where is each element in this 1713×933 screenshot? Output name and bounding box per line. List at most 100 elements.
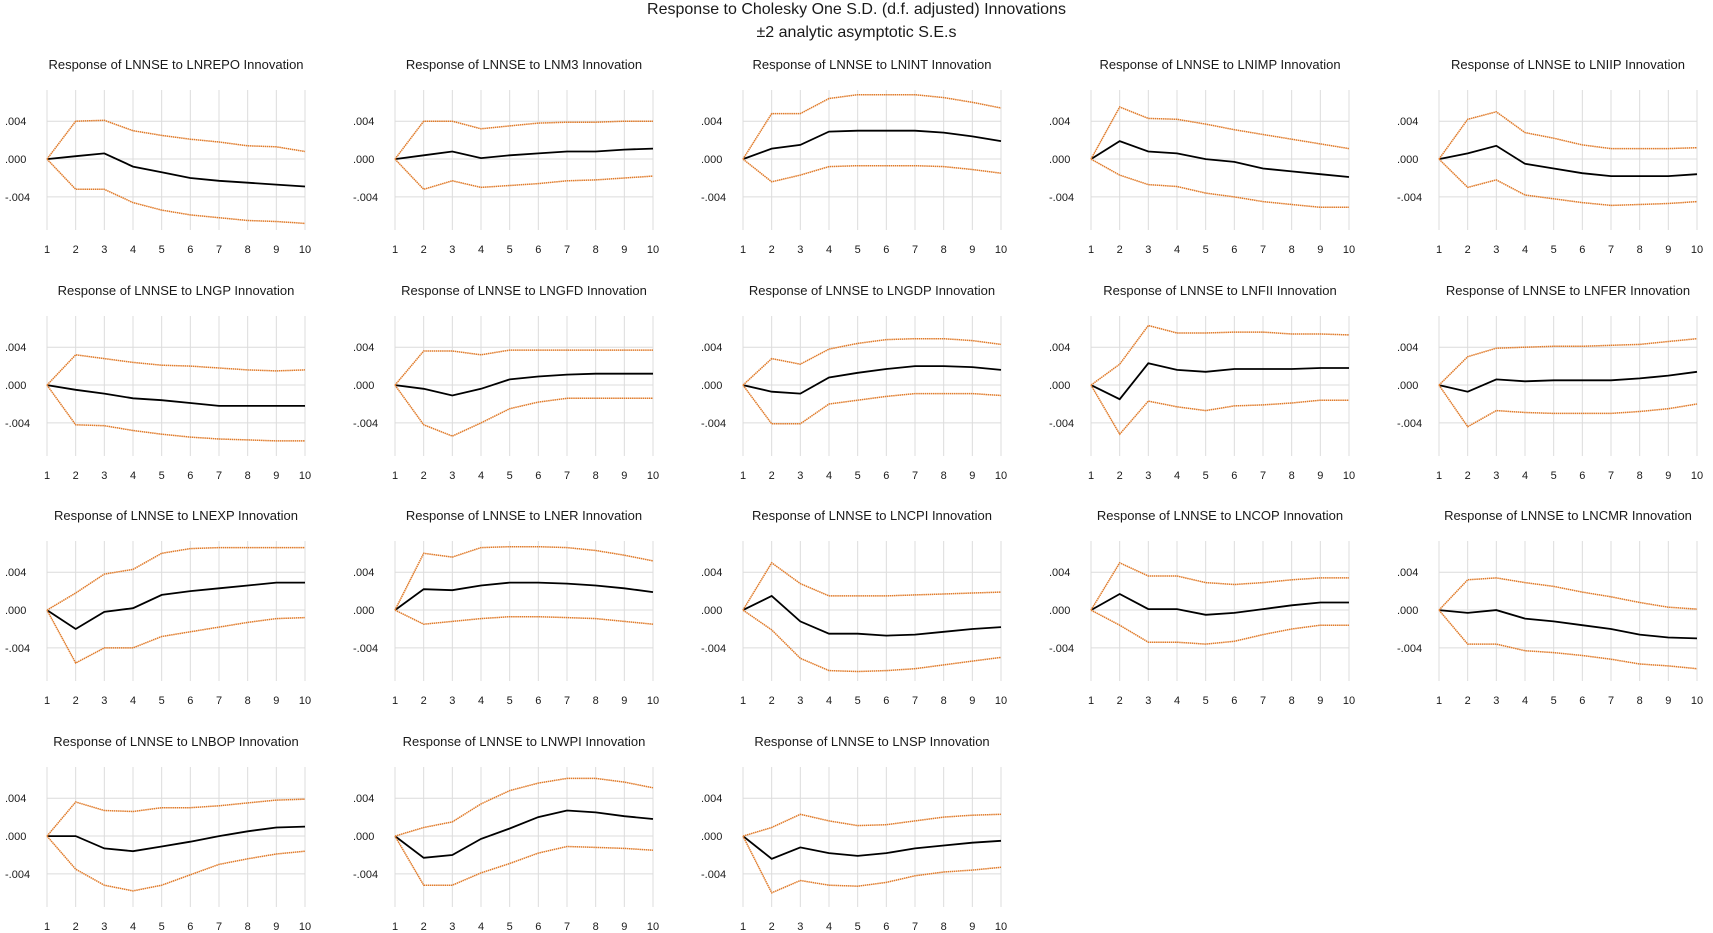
x-tick-label: 7 (216, 470, 222, 482)
x-tick-label: 8 (1289, 695, 1295, 707)
x-tick-label: 4 (478, 470, 484, 482)
irf-panel: Response of LNNSE to LNCOP Innovation .00… (1049, 508, 1355, 707)
y-tick-label: -.004 (353, 643, 378, 655)
x-tick-label: 2 (73, 695, 79, 707)
x-tick-label: 1 (392, 244, 398, 256)
x-tick-label: 2 (1465, 470, 1471, 482)
x-tick-label: 9 (273, 695, 279, 707)
upper-band-line (742, 93, 1002, 160)
figure-subtitle: ±2 analytic asymptotic S.E.s (756, 24, 957, 41)
y-tick-label: .004 (1049, 116, 1070, 128)
x-tick-label: 5 (159, 695, 165, 707)
x-tick-label: 4 (478, 921, 484, 933)
lower-band-line (742, 158, 1002, 183)
response-line (46, 581, 305, 631)
x-tick-label: 5 (1551, 470, 1557, 482)
x-tick-label: 5 (855, 470, 861, 482)
upper-band-line (46, 354, 306, 386)
x-tick-label: 8 (941, 244, 947, 256)
panel-title: Response of LNNSE to LNWPI Innovation (403, 734, 646, 749)
x-tick-label: 6 (187, 470, 193, 482)
upper-band-line (742, 813, 1002, 837)
y-tick-label: -.004 (5, 192, 30, 204)
x-tick-label: 7 (912, 470, 918, 482)
x-tick-label: 2 (1465, 244, 1471, 256)
lower-band-line (1438, 384, 1698, 428)
x-tick-label: 7 (1260, 695, 1266, 707)
irf-panel: Response of LNNSE to LNGFD Innovation .00… (353, 283, 659, 482)
y-tick-label: .000 (701, 605, 722, 617)
upper-band-line (1438, 110, 1698, 160)
x-tick-label: 5 (507, 470, 513, 482)
y-tick-label: .004 (701, 116, 722, 128)
response-line (46, 384, 305, 407)
x-tick-label: 9 (969, 244, 975, 256)
x-tick-label: 2 (769, 695, 775, 707)
panel-title: Response of LNNSE to LNBOP Innovation (53, 734, 298, 749)
irf-panel: Response of LNNSE to LNCMR Innovation .00… (1397, 508, 1703, 707)
x-tick-label: 10 (299, 244, 311, 256)
x-tick-label: 2 (1117, 695, 1123, 707)
lower-band-line (46, 835, 306, 892)
x-tick-label: 1 (392, 921, 398, 933)
x-tick-label: 8 (593, 921, 599, 933)
y-tick-label: .004 (353, 116, 374, 128)
x-tick-label: 3 (101, 470, 107, 482)
response-line (394, 147, 654, 160)
x-tick-label: 6 (1231, 470, 1237, 482)
y-tick-label: .000 (353, 154, 374, 166)
y-tick-label: -.004 (5, 643, 30, 655)
x-tick-label: 9 (1665, 244, 1671, 256)
x-tick-label: 8 (593, 470, 599, 482)
x-tick-label: 6 (1579, 244, 1585, 256)
x-tick-label: 5 (1203, 244, 1209, 256)
y-tick-label: .000 (353, 831, 374, 843)
lower-band-line (742, 384, 1002, 425)
x-tick-label: 10 (647, 470, 659, 482)
x-tick-label: 2 (1117, 244, 1123, 256)
y-tick-label: .004 (1397, 116, 1418, 128)
y-tick-label: -.004 (1049, 418, 1074, 430)
x-tick-label: 2 (421, 470, 427, 482)
upper-band-line (394, 120, 653, 160)
x-tick-label: 2 (421, 244, 427, 256)
x-tick-label: 6 (1579, 695, 1585, 707)
x-tick-label: 5 (855, 921, 861, 933)
y-tick-label: .004 (1049, 342, 1070, 354)
y-tick-label: .004 (5, 567, 26, 579)
x-tick-label: 8 (1637, 244, 1643, 256)
y-tick-label: -.004 (1049, 192, 1074, 204)
x-tick-label: 9 (621, 470, 627, 482)
x-tick-label: 6 (883, 470, 889, 482)
x-tick-label: 3 (1493, 695, 1499, 707)
x-tick-label: 3 (1145, 244, 1151, 256)
y-tick-label: .004 (353, 342, 374, 354)
x-tick-label: 1 (44, 921, 50, 933)
x-tick-label: 4 (130, 921, 136, 933)
panel-title: Response of LNNSE to LNEXP Innovation (54, 508, 298, 523)
panel-title: Response of LNNSE to LNSP Innovation (754, 734, 989, 749)
lower-band-line (46, 384, 305, 442)
x-tick-label: 1 (740, 695, 746, 707)
x-tick-label: 3 (1493, 470, 1499, 482)
x-tick-label: 7 (1608, 470, 1614, 482)
x-tick-label: 7 (912, 695, 918, 707)
x-tick-label: 6 (535, 470, 541, 482)
y-tick-label: .004 (353, 793, 374, 805)
irf-panel: Response of LNNSE to LNBOP Innovation .00… (5, 734, 311, 933)
upper-band-line (742, 337, 1002, 386)
lower-band-line (742, 835, 1002, 894)
x-tick-label: 7 (564, 695, 570, 707)
x-tick-label: 7 (912, 921, 918, 933)
panel-title: Response of LNNSE to LNFER Innovation (1446, 283, 1690, 298)
x-tick-label: 10 (1343, 695, 1355, 707)
y-tick-label: -.004 (701, 418, 726, 430)
x-tick-label: 8 (941, 921, 947, 933)
y-tick-label: -.004 (5, 418, 30, 430)
panel-title: Response of LNNSE to LNGP Innovation (58, 283, 295, 298)
y-tick-label: .004 (701, 342, 722, 354)
x-tick-label: 3 (101, 695, 107, 707)
lower-band-line (742, 609, 1002, 673)
x-tick-label: 3 (449, 470, 455, 482)
irf-panel: Response of LNNSE to LNCPI Innovation .00… (701, 508, 1007, 707)
